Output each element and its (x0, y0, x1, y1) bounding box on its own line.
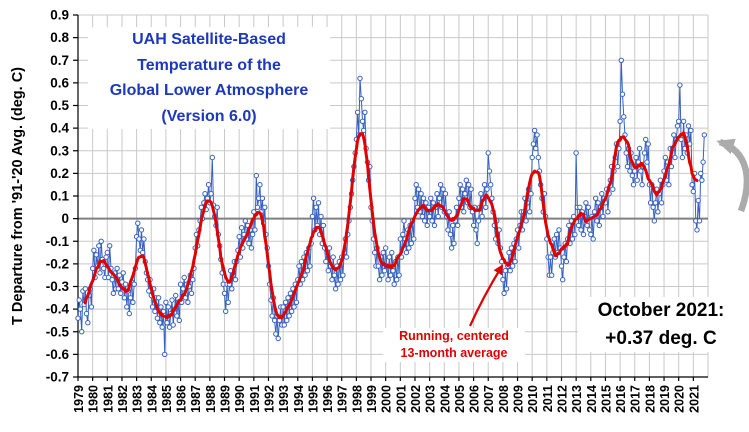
axes (73, 14, 708, 381)
svg-text:2021: 2021 (687, 385, 701, 413)
running-average-annotation: Running, centered 13-month average (383, 328, 525, 362)
svg-text:-0.4: -0.4 (46, 302, 70, 317)
y-axis-title: T Departure from '91-'20 Avg. (deg. C) (10, 67, 26, 326)
running-average-line (83, 131, 699, 320)
svg-text:-0.2: -0.2 (46, 256, 69, 271)
svg-text:2014: 2014 (585, 385, 599, 413)
svg-text:1997: 1997 (336, 385, 350, 413)
svg-text:0.5: 0.5 (50, 98, 69, 113)
callout-line-1: October 2021: (597, 300, 725, 321)
svg-text:0.9: 0.9 (50, 8, 69, 23)
svg-text:1986: 1986 (175, 385, 189, 413)
svg-text:-0.1: -0.1 (46, 234, 70, 249)
svg-text:0: 0 (61, 211, 69, 226)
chart-title-line-4: (Version 6.0) (161, 107, 257, 125)
svg-text:1984: 1984 (145, 385, 159, 413)
svg-text:1982: 1982 (116, 385, 130, 413)
svg-text:1996: 1996 (321, 385, 335, 413)
svg-text:1994: 1994 (292, 385, 306, 413)
svg-text:-0.3: -0.3 (46, 279, 70, 294)
y-tick-labels: 0.9 0.8 0.7 0.6 0.5 0.4 0.3 0.2 0.1 0 -0.1 -0.2 -0.3… (46, 8, 70, 385)
svg-text:2013: 2013 (570, 385, 584, 413)
svg-text:2008: 2008 (497, 385, 511, 413)
latest-value-callout: October 2021: +0.37 deg. C (578, 297, 744, 353)
svg-text:1999: 1999 (365, 385, 379, 413)
svg-text:0.8: 0.8 (50, 30, 69, 45)
svg-text:0.1: 0.1 (50, 189, 69, 204)
svg-text:-0.6: -0.6 (46, 347, 70, 362)
svg-text:1980: 1980 (87, 385, 101, 413)
svg-text:1993: 1993 (277, 385, 291, 413)
svg-text:0.4: 0.4 (50, 121, 69, 136)
callout-line-2: +0.37 deg. C (605, 327, 717, 349)
svg-text:0.6: 0.6 (50, 75, 69, 90)
svg-text:2010: 2010 (526, 385, 540, 413)
svg-text:1995: 1995 (306, 385, 320, 413)
chart-title-line-3: Global Lower Atmosphere (109, 82, 309, 100)
svg-text:2005: 2005 (453, 385, 467, 413)
svg-text:2018: 2018 (643, 385, 657, 413)
svg-text:2012: 2012 (555, 385, 569, 413)
svg-text:1983: 1983 (131, 385, 145, 413)
svg-text:1998: 1998 (350, 385, 364, 413)
svg-text:2001: 2001 (394, 385, 408, 413)
chart-title-line-1: UAH Satellite-Based (132, 31, 286, 48)
svg-text:1990: 1990 (233, 385, 247, 413)
svg-text:2004: 2004 (438, 385, 452, 413)
svg-text:-0.7: -0.7 (46, 370, 69, 385)
svg-text:0.7: 0.7 (50, 53, 69, 68)
svg-text:1987: 1987 (189, 385, 203, 413)
svg-text:2017: 2017 (629, 385, 643, 413)
svg-text:2011: 2011 (541, 385, 555, 412)
svg-text:2000: 2000 (380, 385, 394, 413)
svg-text:2015: 2015 (599, 385, 613, 413)
svg-text:2007: 2007 (482, 385, 496, 413)
svg-text:2016: 2016 (614, 385, 628, 413)
svg-text:1985: 1985 (160, 385, 174, 413)
chart-title-line-2: Temperature of the (137, 56, 281, 74)
svg-text:2003: 2003 (424, 385, 438, 413)
svg-text:1981: 1981 (101, 385, 115, 413)
annotation-line-1: Running, centered (399, 329, 509, 343)
chart-title: UAH Satellite-Based Temperature of the G… (88, 27, 330, 130)
svg-text:1988: 1988 (204, 385, 218, 413)
svg-text:2019: 2019 (658, 385, 672, 413)
svg-text:2020: 2020 (673, 385, 687, 413)
svg-text:0.2: 0.2 (50, 166, 69, 181)
svg-text:1991: 1991 (248, 385, 262, 413)
svg-text:0.3: 0.3 (50, 143, 69, 158)
x-tick-labels: 1979 1980 1981 1982 1983 1984 1985 1986 1987 1988… (72, 385, 701, 413)
svg-text:1992: 1992 (262, 385, 276, 413)
svg-text:1979: 1979 (72, 385, 86, 413)
svg-text:2006: 2006 (468, 385, 482, 413)
svg-text:2002: 2002 (409, 385, 423, 413)
svg-text:1989: 1989 (219, 385, 233, 413)
svg-text:2009: 2009 (512, 385, 526, 413)
svg-text:-0.5: -0.5 (46, 324, 70, 339)
annotation-line-2: 13-month average (400, 345, 508, 360)
